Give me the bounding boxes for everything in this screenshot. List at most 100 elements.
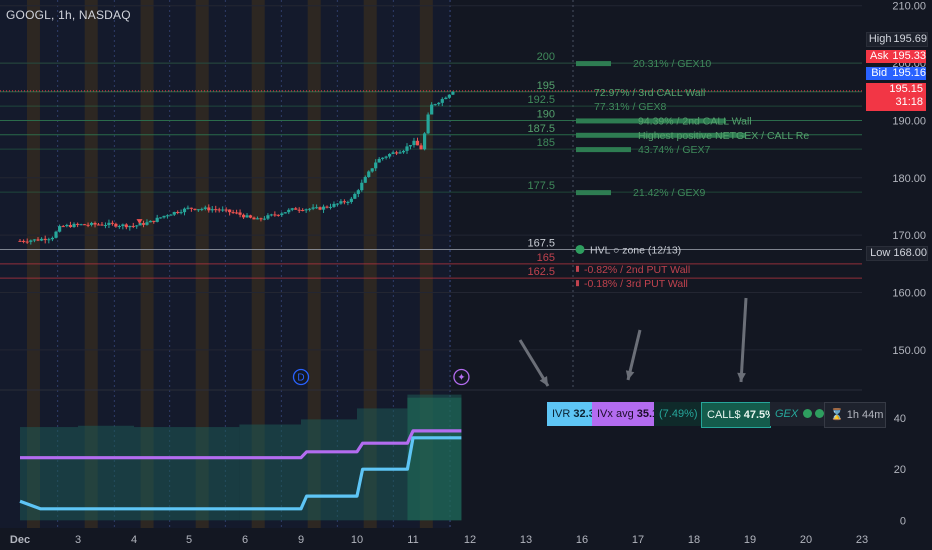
candle-body (370, 168, 374, 172)
ivr-line (19, 436, 462, 511)
candle-body (360, 182, 364, 191)
low-label: Low (870, 247, 891, 259)
iv-tick-label: 0 (900, 515, 906, 527)
calls-label: CALL$ (707, 409, 741, 421)
event-marker-label: ✦ (457, 373, 465, 384)
candle-body (72, 223, 76, 228)
candle-body (391, 152, 395, 154)
candle-body (138, 223, 142, 226)
candle-body (131, 225, 135, 227)
event-markers: D ✦ (292, 368, 470, 386)
time-tick-label: 4 (131, 534, 137, 546)
candle-body (135, 225, 139, 227)
level-note: 72.97% / 3rd CALL Wall (594, 87, 705, 99)
candle-body (398, 152, 402, 154)
ask-value: 195.33 (892, 50, 926, 62)
level-label: 190 (537, 108, 555, 120)
candle-body (367, 171, 371, 177)
candle-body (290, 208, 294, 210)
hvl-dot-icon (575, 244, 585, 254)
candle-body (394, 152, 399, 154)
level-label: 167.5 (527, 237, 555, 249)
candle-body (328, 206, 333, 208)
high-value: 195.69 (893, 33, 927, 45)
candle-body (342, 201, 346, 203)
event-marker-icon (453, 368, 470, 386)
gex-bar (576, 190, 611, 196)
candle-body (25, 241, 29, 243)
candle-body (248, 215, 253, 218)
candle-body (96, 224, 101, 226)
candle-body (18, 240, 22, 242)
level-label: 165 (537, 252, 555, 264)
candle-body (217, 209, 221, 211)
ask-price-box: Ask 195.33 (866, 50, 926, 63)
time-tick-label: 17 (632, 534, 644, 546)
level-label: 177.5 (527, 180, 555, 192)
candle-body (301, 210, 305, 212)
candle-body (325, 206, 329, 208)
time-axis (0, 528, 932, 550)
candle-body (332, 203, 336, 207)
time-tick-label: 11 (407, 534, 418, 546)
candle-body (318, 207, 322, 210)
level-note: -0.82% / 2nd PUT Wall (584, 264, 690, 276)
price-tick-label: 190.00 (892, 115, 926, 127)
candle-body (363, 176, 367, 183)
candle-body (43, 238, 47, 241)
gex-label: GEX (775, 408, 799, 420)
candle-body (196, 209, 200, 211)
candle-body (259, 218, 263, 220)
time-tick-label: Dec (10, 534, 30, 546)
candle-body (308, 208, 312, 210)
candle-body (444, 97, 448, 100)
candle-body (224, 209, 228, 211)
ivr-value: 32.3 (573, 408, 595, 420)
candle-body (36, 239, 40, 241)
candle-body (186, 207, 190, 209)
candle-body (124, 224, 128, 228)
candle-body (128, 225, 132, 228)
candle-body (86, 224, 90, 226)
candle-body (269, 214, 273, 216)
candle-body (321, 206, 326, 210)
candle-body (238, 212, 242, 215)
gex-badge: GEX (770, 402, 828, 426)
level-label: 200 (537, 51, 555, 63)
candle-body (200, 208, 204, 210)
gex-bar (576, 61, 611, 67)
iv-range-area (134, 427, 240, 521)
annotation-arrow (739, 297, 748, 383)
candles (0, 90, 862, 245)
iv-tick-label: 40 (894, 413, 906, 425)
iv-range-area (239, 424, 301, 521)
grid-lines (0, 0, 862, 391)
time-tick-label: 6 (242, 534, 248, 546)
candle-body (245, 215, 249, 218)
candle-body (176, 211, 180, 213)
candle-body (32, 239, 37, 241)
candle-body (214, 209, 218, 211)
candle-body (145, 222, 149, 225)
candle-body (241, 214, 246, 218)
candle-body (50, 237, 55, 240)
bid-label: Bid (871, 67, 888, 79)
candle-body (287, 209, 291, 213)
level-label: 195 (537, 80, 555, 92)
gex-green-dot-icon (803, 409, 813, 418)
low-price-box: Low 168.00 (866, 246, 928, 261)
candle-body (381, 157, 385, 159)
candle-body (210, 209, 214, 211)
ivx-badge: IVx avg 35.1 (592, 402, 658, 426)
price-tick-label: 170.00 (892, 230, 926, 242)
candle-body (107, 222, 111, 226)
candle-body (165, 215, 170, 217)
candle-body (304, 209, 308, 211)
level-note: 94.39% / 2nd CALL Wall (638, 115, 752, 127)
candle-body (207, 207, 211, 211)
candle-body (356, 190, 360, 194)
candle-body (335, 203, 340, 205)
candle-body (76, 223, 80, 225)
level-label: 162.5 (527, 266, 555, 278)
